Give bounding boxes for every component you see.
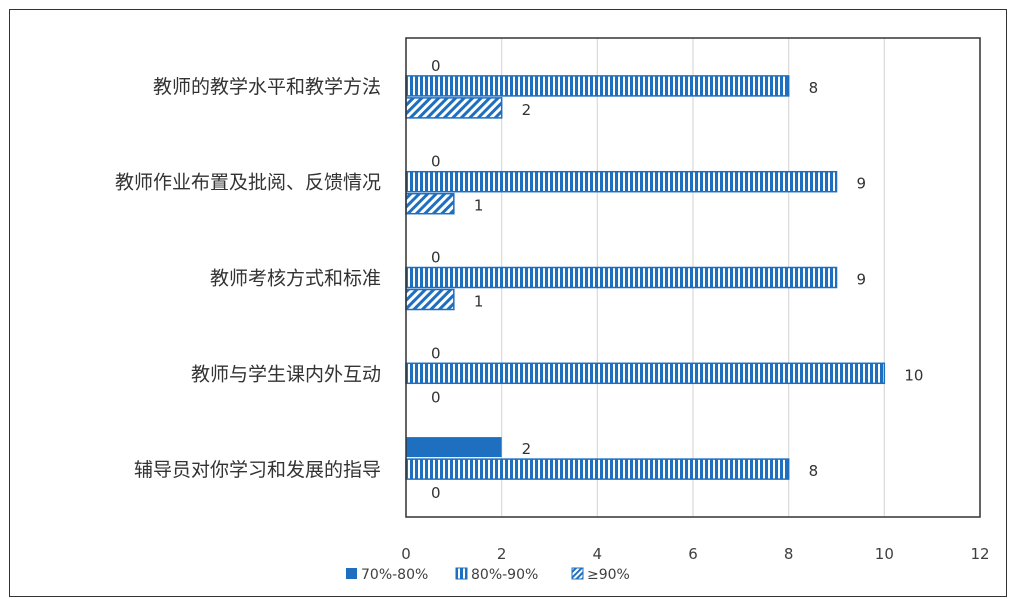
data-label-3-1: 10 [904,366,923,384]
data-label-1-2: 1 [474,197,484,215]
bar-1-1 [405,170,838,193]
category-label-3: 教师与学生课内外互动 [191,363,381,385]
category-label-0: 教师的教学水平和教学方法 [153,76,381,98]
data-label-0-1: 8 [809,79,819,97]
bar-0-1 [405,75,790,97]
legend-swatch-0 [346,568,357,579]
plot-area-border [405,37,981,518]
legend-label-1: 80%-90% [471,567,538,583]
data-label-4-1: 8 [809,462,819,480]
category-label-4: 辅导员对你学习和发展的指导 [134,459,381,481]
x-tick-label-4: 8 [784,545,794,563]
x-axis-ticks: 0 2 4 6 8 10 12 [401,545,989,563]
data-label-0-2: 2 [522,101,532,119]
data-label-4-0: 2 [522,440,532,458]
x-tick-label-3: 6 [688,545,698,563]
x-tick-label-5: 10 [875,545,894,563]
bar-4-1 [405,458,790,480]
data-label-4-2: 0 [431,484,441,502]
data-label-0-0: 0 [431,57,441,75]
chart-frame [9,9,1007,597]
bars [405,75,886,480]
legend-label-0: 70%-80% [361,567,428,583]
bar-2-1 [405,266,838,289]
legend: 70%-80% 80%-90% ≥90% [346,567,630,583]
data-label-3-0: 0 [431,344,441,362]
bar-2-2 [405,288,455,311]
data-label-2-0: 0 [431,249,441,267]
data-label-2-2: 1 [474,293,484,311]
bar-4-0 [406,437,502,458]
x-tick-label-6: 12 [970,545,989,563]
x-tick-label-2: 4 [593,545,603,563]
category-label-1: 教师作业布置及批阅、反馈情况 [115,172,381,194]
category-label-2: 教师考核方式和标准 [210,268,381,290]
data-label-1-1: 9 [857,175,867,193]
bar-3-1 [405,362,886,385]
data-label-1-0: 0 [431,153,441,171]
bar-0-2 [405,97,503,119]
legend-swatch-2 [571,567,584,580]
data-label-2-1: 9 [857,271,867,289]
data-label-3-2: 0 [431,388,441,406]
category-labels: 教师的教学水平和教学方法教师作业布置及批阅、反馈情况教师考核方式和标准教师与学生… [115,76,381,481]
legend-swatch-1 [455,567,468,580]
legend-label-2: ≥90% [587,567,630,583]
x-tick-label-1: 2 [497,545,507,563]
x-tick-label-0: 0 [401,545,411,563]
bar-1-2 [405,192,455,215]
